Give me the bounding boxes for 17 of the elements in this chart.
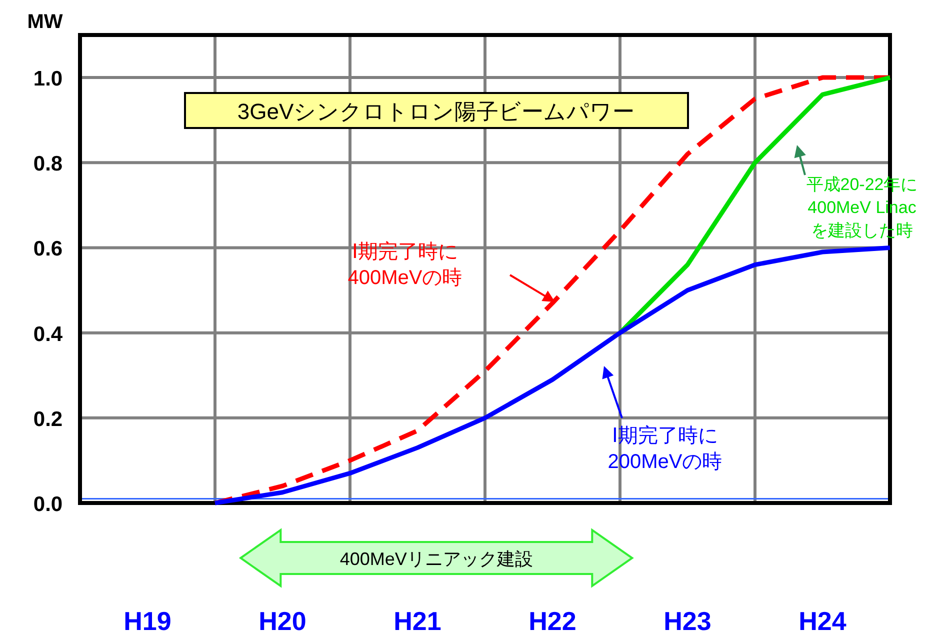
y-tick-label: 0.6 <box>33 238 63 261</box>
x-tick-label: H20 <box>258 606 306 635</box>
y-tick-label: 1.0 <box>33 68 63 91</box>
text: Ⅰ期完了時に 400MeVの時 <box>348 240 462 289</box>
y-tick-label: 0.4 <box>33 322 63 346</box>
x-tick-label: H24 <box>798 606 847 635</box>
y-tick-label: 0.2 <box>33 408 63 431</box>
x-tick-label: H19 <box>124 606 172 635</box>
x-tick-label: H22 <box>528 606 576 635</box>
text: Ⅰ期完了時に 200MeVの時 <box>608 424 722 473</box>
text: 3GeVシンクロトロン陽子ビームパワー <box>237 99 635 124</box>
y-tick-label: 0.8 <box>33 152 63 176</box>
y-axis-title: MW <box>27 11 63 33</box>
text: 400MeVリニアック建設 <box>340 549 533 569</box>
y-tick-label: 0.0 <box>33 493 63 516</box>
x-tick-label: H21 <box>394 606 442 635</box>
x-tick-label: H23 <box>664 606 712 635</box>
